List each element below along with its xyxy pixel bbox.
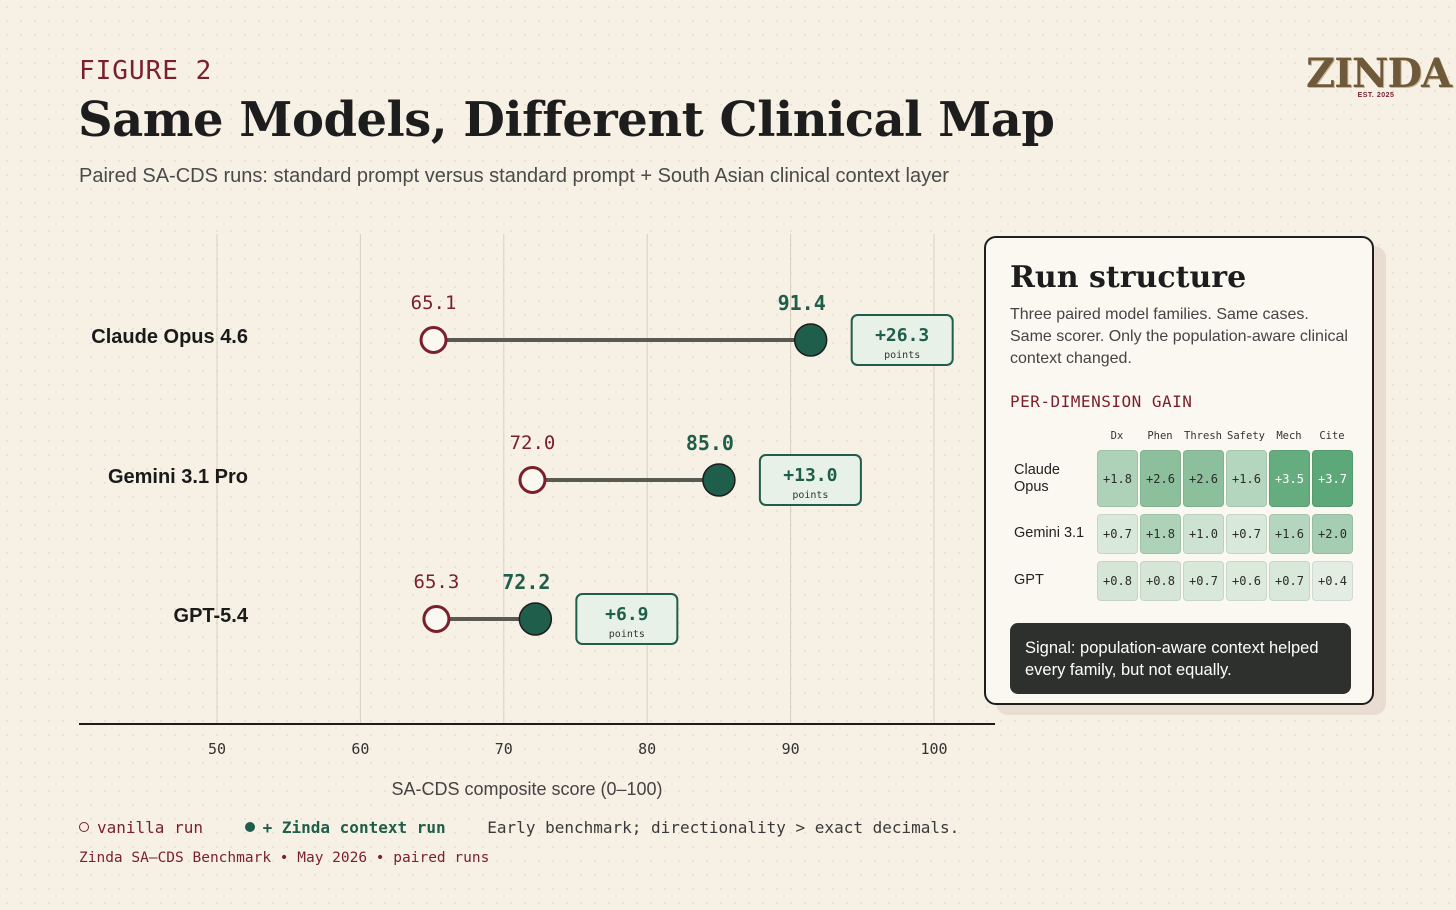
heatmap-cell: +0.7	[1097, 514, 1138, 554]
zinda-logo: ZINDA EST. 2025	[1306, 50, 1452, 100]
heatmap-cell: +1.0	[1183, 514, 1224, 554]
footer-credit: Zinda SA–CDS Benchmark • May 2026 • pair…	[79, 850, 490, 866]
filled-circle-icon	[244, 822, 255, 832]
heatmap-column-header: Thresh	[1184, 430, 1222, 442]
gain-unit: points	[884, 350, 920, 361]
heatmap-row-label: Gemini 3.1	[1014, 525, 1085, 541]
heatmap-cell: +0.6	[1226, 561, 1267, 601]
x-tick-label: 100	[920, 740, 947, 758]
legend-zinda: + Zinda context run	[244, 818, 446, 837]
gain-badge	[575, 593, 679, 645]
heatmap-cell: +0.7	[1269, 561, 1310, 601]
zinda-point	[518, 602, 553, 636]
heatmap-column-header: Mech	[1276, 430, 1302, 442]
x-axis-label: SA-CDS composite score (0–100)	[391, 779, 662, 799]
legend-vanilla: vanilla run	[79, 818, 203, 837]
heatmap-cell: +0.8	[1097, 561, 1138, 601]
signal-callout: Signal: population-aware context helped …	[1010, 623, 1351, 694]
heatmap-column-header: Dx	[1110, 430, 1124, 442]
heatmap-row-label: GPT	[1014, 572, 1044, 588]
heatmap-column-header: Safety	[1227, 430, 1265, 442]
gain-badge	[850, 314, 954, 366]
zinda-point	[702, 463, 736, 497]
heatmap-cell: +0.7	[1183, 561, 1224, 601]
zinda-value-label: 85.0	[686, 431, 734, 455]
gain-unit: points	[609, 629, 645, 640]
heatmap-cell: +0.8	[1140, 561, 1181, 601]
heatmap-column-header: Cite	[1319, 430, 1345, 442]
gain-value: +6.9	[605, 604, 648, 625]
heatmap-cell: +2.6	[1140, 450, 1181, 507]
vanilla-point	[518, 466, 547, 494]
legend-zinda-label: + Zinda context run	[262, 818, 446, 837]
gain-value: +13.0	[783, 465, 837, 486]
heatmap-cell: +1.8	[1140, 514, 1181, 554]
x-tick-label: 90	[782, 740, 800, 758]
vanilla-point	[419, 326, 448, 354]
zinda-value-label: 72.2	[502, 570, 550, 594]
x-tick-label: 70	[495, 740, 513, 758]
zinda-point	[793, 323, 828, 357]
heatmap-cell: +2.0	[1312, 514, 1353, 554]
vanilla-value-label: 65.3	[414, 571, 460, 593]
gain-unit: points	[792, 490, 828, 501]
heatmap-cell: +0.4	[1312, 561, 1353, 601]
vanilla-point	[422, 605, 451, 633]
heatmap-cell: +3.7	[1312, 450, 1353, 507]
zinda-value-label: 91.4	[778, 291, 826, 315]
dumbbell-chart: 50 60 70 80 90 100 SA-CDS composite score (0–1…	[79, 234, 995, 799]
panel-description: Three paired model families. Same cases.…	[1010, 306, 1348, 367]
gain-value: +26.3	[875, 325, 929, 346]
vanilla-value-label: 65.1	[411, 292, 457, 314]
heatmap-cell: +3.5	[1269, 450, 1310, 507]
x-tick-label: 80	[638, 740, 656, 758]
page-subtitle: Paired SA-CDS runs: standard prompt vers…	[79, 165, 949, 187]
row-label: GPT-5.4	[174, 605, 249, 627]
run-structure-panel: Run structure Three paired model familie…	[984, 236, 1374, 705]
heatmap-row-label: Claude Opus	[1014, 461, 1060, 495]
x-tick-label: 60	[351, 740, 369, 758]
legend-note: Early benchmark; directionality > exact …	[487, 818, 960, 837]
row-label: Claude Opus 4.6	[91, 326, 248, 348]
figure-label: FIGURE 2	[79, 56, 213, 86]
heatmap-column-header: Phen	[1147, 430, 1173, 442]
logo-est: EST. 2025	[1357, 92, 1395, 99]
heatmap-cell: +1.6	[1226, 450, 1267, 507]
gain-badge	[758, 454, 862, 506]
x-tick-label: 50	[208, 740, 226, 758]
logo-wordmark: ZINDA	[1306, 50, 1452, 97]
chart-legend: vanilla run + Zinda context run Early be…	[79, 818, 959, 837]
legend-vanilla-label: vanilla run	[97, 818, 203, 837]
heatmap-cell: +1.6	[1269, 514, 1310, 554]
heatmap-cell: +2.6	[1183, 450, 1224, 507]
page-title: Same Models, Different Clinical Map	[78, 92, 1055, 148]
row-label: Gemini 3.1 Pro	[108, 466, 248, 488]
per-dimension-label: PER-DIMENSION GAIN	[1010, 392, 1193, 411]
open-circle-icon	[79, 822, 89, 832]
panel-title: Run structure	[1010, 260, 1247, 295]
vanilla-value-label: 72.0	[510, 432, 556, 454]
heatmap-cell: +1.8	[1097, 450, 1138, 507]
heatmap-cell: +0.7	[1226, 514, 1267, 554]
